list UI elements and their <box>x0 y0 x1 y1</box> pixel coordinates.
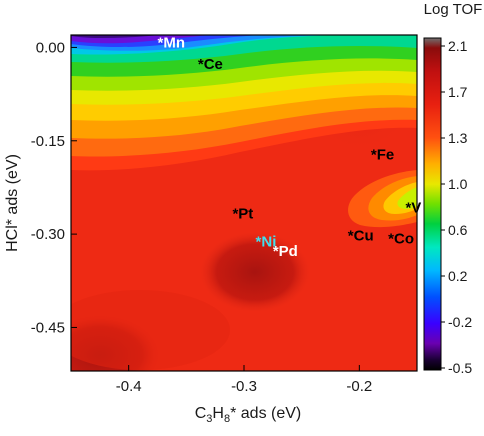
y-tick-label: -0.15 <box>31 133 65 150</box>
point-label: *Ni <box>256 234 277 251</box>
y-tick-label: -0.30 <box>31 226 65 243</box>
point-label: *Pd <box>273 243 298 260</box>
x-axis-label-tail: * ads (eV) <box>230 405 301 422</box>
colorbar-tick-label: -0.2 <box>448 314 472 330</box>
colorbar-tick-label: 1.0 <box>448 176 468 192</box>
y-axis-label: HCl* ads (eV) <box>4 154 21 252</box>
colorbar-ticks: 2.1 1.7 1.3 1.0 0.6 0.2 -0.2 -0.5 <box>441 38 472 376</box>
x-axis-label-mid: H <box>212 405 224 422</box>
colorbar-tick-label: 0.6 <box>448 222 468 238</box>
x-tick-label: -0.3 <box>231 378 257 395</box>
heatmap-area <box>71 35 417 371</box>
point-label: *Cu <box>348 227 374 244</box>
x-axis: -0.4 -0.3 -0.2 <box>116 365 372 395</box>
x-axis-label-sub1: 3 <box>206 413 212 425</box>
x-axis-label-base: C <box>195 405 207 422</box>
x-axis-label-sub2: 8 <box>224 413 230 425</box>
colorbar-tick-label: 1.7 <box>448 84 468 100</box>
annotations: *Mn *Ce *Fe *V *Pt *Cu *Co *Ni*Pd <box>158 34 422 259</box>
point-label: *V <box>405 199 421 216</box>
x-tick-label: -0.4 <box>116 378 142 395</box>
x-axis-label: C3H8* ads (eV) <box>195 405 302 425</box>
colorbar <box>423 37 442 371</box>
point-label: *Mn <box>158 34 186 51</box>
colorbar-tick-label: 0.2 <box>448 268 468 284</box>
colorbar-title: Log TOF <box>424 1 483 18</box>
colorbar-tick-label: 1.3 <box>448 130 468 146</box>
point-label: *Ce <box>198 56 223 73</box>
colorbar-tick-label: -0.5 <box>448 360 472 376</box>
point-label: *Fe <box>371 146 394 163</box>
point-label: *Pt <box>232 206 253 223</box>
point-label: *Co <box>388 230 414 247</box>
x-tick-label: -0.2 <box>346 378 372 395</box>
y-axis: 0.00 -0.15 -0.30 -0.45 <box>31 39 77 336</box>
colorbar-tick-label: 2.1 <box>448 38 468 54</box>
y-tick-label: 0.00 <box>36 39 65 56</box>
y-tick-label: -0.45 <box>31 319 65 336</box>
